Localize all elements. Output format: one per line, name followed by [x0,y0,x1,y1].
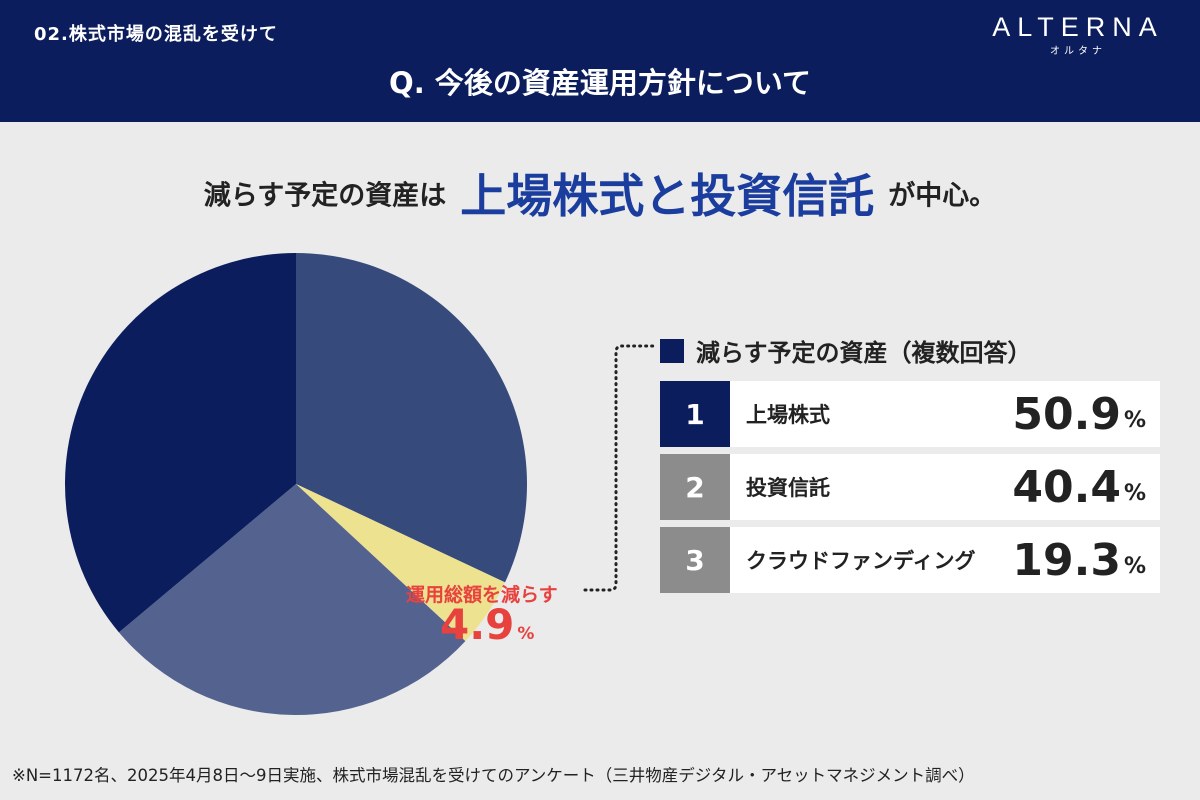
rank-number-badge: 3 [660,527,730,593]
rank-value: 19.3% [1012,527,1146,593]
question-title: Q. 今後の資産運用方針について [389,66,811,100]
headline-highlight: 上場株式と投資信託 [460,169,875,223]
pie-slice-1 [296,253,528,583]
slice-label-reduce-total: 運用総額を減らす [406,584,558,606]
rank-value: 50.9% [1012,381,1146,447]
headline-prefix: 減らす予定の資産は [203,180,447,212]
rank-value-number: 50.9 [1012,388,1121,440]
logo-kana: オルタナ [1050,46,1106,57]
rank-label: 投資信託 [746,476,830,500]
section-title: 02.株式市場の混乱を受けて [34,24,278,45]
rank-value-unit: % [1123,553,1146,579]
callout-connector [583,344,655,592]
rank-value-unit: % [1123,407,1146,433]
ranking-row-1: 1 上場株式 50.9% [660,381,1160,447]
headline: 減らす予定の資産は 上場株式と投資信託 が中心。 [0,160,1200,226]
headline-suffix: が中心。 [888,180,997,212]
rank-value-number: 40.4 [1012,461,1121,513]
logo-text: ALTERNA [992,12,1164,42]
pie-slice-4 [65,253,296,633]
rank-value-unit: % [1123,480,1146,506]
pie-slices [65,253,528,715]
rank-value: 40.4% [1012,454,1146,520]
rank-value-number: 19.3 [1012,534,1121,586]
ranking-title-text: 減らす予定の資産（複数回答） [696,339,1032,367]
rank-number-badge: 1 [660,381,730,447]
footnote: ※N=1172名、2025年4月8日〜9日実施、株式市場混乱を受けてのアンケート… [12,766,975,785]
ranking-row-2: 2 投資信託 40.4% [660,454,1160,520]
ranking-row-3: 3 クラウドファンディング 19.3% [660,527,1160,593]
ranking-title: 減らす予定の資産（複数回答） [660,333,1032,368]
alterna-logo: ALTERNA オルタナ [972,12,1184,57]
header-bar: 02.株式市場の混乱を受けて Q. 今後の資産運用方針について ALTERNA … [0,0,1200,122]
rank-label: 上場株式 [746,403,830,427]
slice-value-number: 4.9 [440,600,515,649]
rank-label: クラウドファンディング [746,549,976,573]
slice-value-reduce-total: 4.9% [440,600,534,649]
rank-number-badge: 2 [660,454,730,520]
slice-value-unit: % [517,624,535,644]
legend-square-icon [660,338,684,363]
pie-slice-2 [296,484,506,642]
pie-slice-3 [118,484,466,715]
